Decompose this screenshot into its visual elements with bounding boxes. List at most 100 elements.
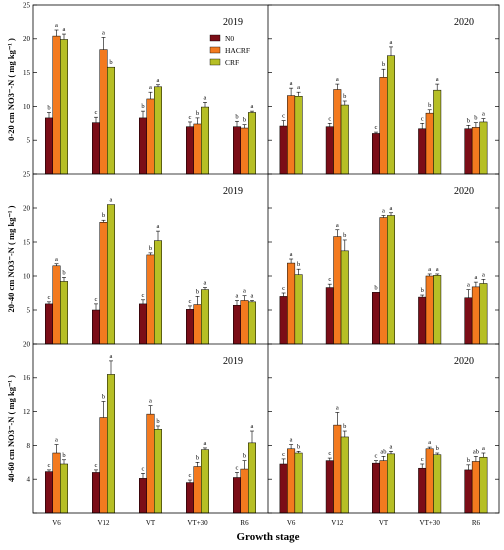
bar <box>99 417 108 514</box>
bar <box>52 35 61 175</box>
bar <box>287 448 296 514</box>
significance-letter: a <box>251 103 254 110</box>
bar <box>333 236 342 345</box>
significance-letter: b <box>474 115 477 122</box>
significance-letter: c <box>375 124 378 131</box>
x-tick-label: VT+30 <box>187 519 208 527</box>
bar <box>240 127 249 175</box>
y-tick-label: 15 <box>23 69 31 77</box>
significance-letter: a <box>390 443 393 450</box>
bar <box>154 240 162 345</box>
significance-letter: c <box>421 115 424 122</box>
significance-letter: b <box>243 453 246 460</box>
significance-letter: a <box>251 423 254 430</box>
significance-letter: b <box>297 443 300 450</box>
bar <box>433 89 442 175</box>
significance-letter: a <box>390 205 393 212</box>
x-tick-label: VT <box>146 519 156 527</box>
bar <box>233 126 241 175</box>
y-axis-label: 0-20 cm NO3⁻-N ( mg kg⁻¹ ) <box>6 38 16 141</box>
bar <box>201 106 209 175</box>
plot-frame <box>32 4 500 514</box>
y-tick-label: 10 <box>23 272 31 280</box>
year-label: 2019 <box>223 17 243 28</box>
legend-swatch <box>209 58 221 66</box>
significance-letter: b <box>102 393 105 400</box>
significance-letter: ab <box>380 448 386 455</box>
bar <box>464 469 473 514</box>
bar <box>425 112 434 175</box>
bar <box>107 66 115 175</box>
bar <box>279 463 288 514</box>
bar <box>279 296 288 345</box>
bar <box>139 117 147 175</box>
bar <box>294 274 303 345</box>
significance-letter: a <box>251 292 254 299</box>
significance-letter: c <box>282 113 285 120</box>
year-label: 2019 <box>223 356 243 367</box>
bar <box>379 217 388 345</box>
significance-letter: ab <box>473 448 479 455</box>
y-axis-label: 20-40 cm NO3⁻-N ( mg kg⁻¹ ) <box>6 205 16 312</box>
bar <box>107 374 115 514</box>
bar <box>45 303 53 345</box>
bar <box>387 55 395 175</box>
significance-letter: a <box>55 256 58 263</box>
bar <box>379 460 388 514</box>
significance-letter: b <box>343 232 346 239</box>
significance-letter: c <box>328 276 331 283</box>
bar <box>387 215 395 345</box>
bar <box>240 300 249 345</box>
year-label: 2019 <box>223 186 243 197</box>
significance-letter: a <box>204 94 207 101</box>
bar <box>279 125 288 175</box>
bar <box>340 250 349 345</box>
bar <box>154 86 162 175</box>
significance-letter: c <box>95 462 98 469</box>
legend-label: HACRF <box>225 46 250 55</box>
significance-letter: a <box>428 266 431 273</box>
significance-letter: a <box>482 271 485 278</box>
x-tick-label: V12 <box>97 519 110 527</box>
bar <box>287 262 296 345</box>
bar <box>248 112 256 175</box>
y-tick-label: 12 <box>23 408 31 416</box>
y-tick-label: 15 <box>23 238 31 246</box>
bar <box>479 283 488 345</box>
bar <box>294 96 303 175</box>
y-tick-label: 25 <box>23 170 31 178</box>
significance-letter: b <box>428 102 431 109</box>
bar <box>340 436 349 514</box>
bar <box>325 287 334 345</box>
significance-letter: c <box>189 114 192 121</box>
bar <box>471 461 480 514</box>
bar <box>464 128 473 175</box>
x-tick-label: R6 <box>472 519 481 527</box>
bar <box>60 281 68 345</box>
significance-letter: a <box>482 111 485 118</box>
significance-letter: c <box>421 456 424 463</box>
significance-letter: a <box>102 29 105 36</box>
legend-label: CRF <box>225 58 239 67</box>
y-tick-label: 20 <box>23 340 31 348</box>
bar <box>325 126 334 175</box>
significance-letter: a <box>63 26 66 33</box>
bar <box>294 452 303 514</box>
significance-letter: b <box>62 452 65 459</box>
bar <box>240 468 249 514</box>
significance-letter: c <box>375 453 378 460</box>
year-label: 2020 <box>454 17 474 28</box>
x-axis-label: Growth stage <box>236 531 299 543</box>
bar <box>146 254 155 345</box>
bar <box>333 89 342 175</box>
significance-letter: b <box>156 418 159 425</box>
significance-letter: a <box>55 437 58 444</box>
significance-letter: a <box>436 266 439 273</box>
bar <box>52 452 61 514</box>
bar <box>146 413 155 514</box>
bar <box>186 309 194 345</box>
bar <box>186 482 194 514</box>
x-tick-label: VT <box>379 519 389 527</box>
bar <box>92 122 100 175</box>
